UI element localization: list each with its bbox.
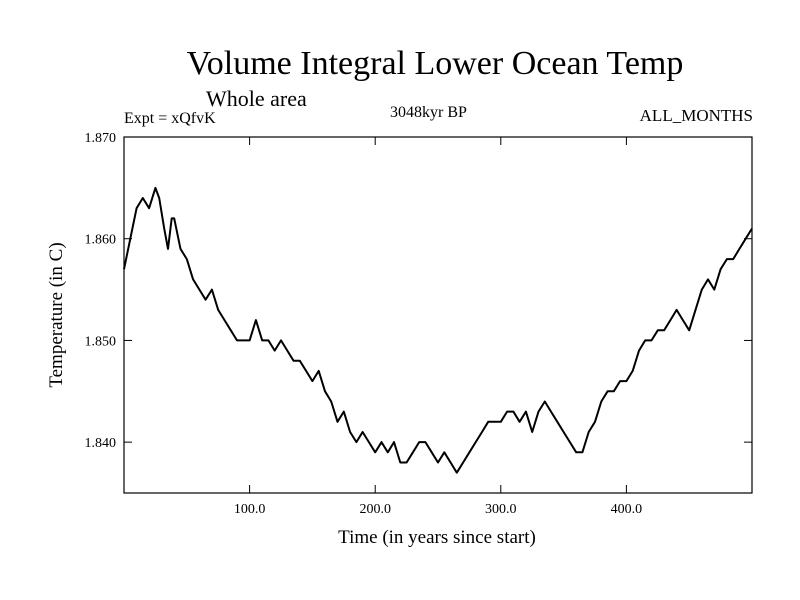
y-axis-label: Temperature (in C) (46, 242, 67, 387)
x-axis: 100.0 200.0 300.0 400.0 (234, 137, 642, 517)
chart-subtitle: Whole area (206, 86, 307, 111)
y-axis: 1.840 1.850 1.860 1.870 (85, 131, 752, 451)
period-label: 3048kyr BP (390, 104, 467, 121)
y-tick-label: 1.850 (85, 334, 117, 349)
y-tick-label: 1.840 (85, 436, 117, 451)
chart-title: Volume Integral Lower Ocean Temp (186, 45, 684, 82)
x-tick-label: 200.0 (359, 502, 391, 517)
x-axis-label: Time (in years since start) (338, 527, 536, 548)
plot-frame (123, 136, 753, 494)
y-tick-label: 1.870 (85, 131, 117, 146)
x-tick-label: 300.0 (485, 502, 517, 517)
experiment-label: Expt = xQfvK (124, 110, 216, 127)
series-line (123, 186, 753, 474)
y-tick-label: 1.860 (85, 233, 117, 248)
x-tick-label: 100.0 (234, 502, 266, 517)
months-label: ALL_MONTHS (639, 106, 753, 125)
x-tick-label: 400.0 (611, 502, 643, 517)
